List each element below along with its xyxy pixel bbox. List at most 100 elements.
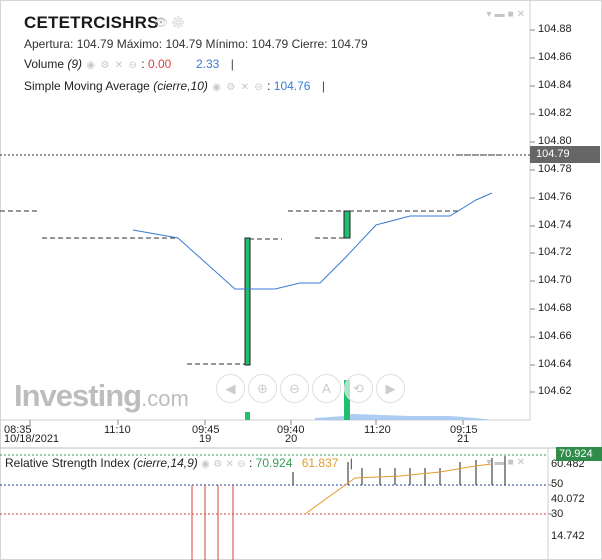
date-axis-label: 20 [285, 433, 298, 445]
volume-area [315, 414, 492, 420]
title-icons[interactable]: 👁 ⚙ [154, 16, 185, 29]
lock-icon[interactable]: ■ [507, 9, 517, 20]
rsi-axis-ticks [548, 484, 553, 515]
minimize-icon[interactable]: ⊖ [254, 82, 263, 93]
eye-icon[interactable]: ◉ [212, 82, 221, 93]
chevron-down-icon[interactable]: ▾ [486, 9, 495, 20]
ohlc-flat-bars [0, 154, 500, 365]
rsi-axis-label: 50 [551, 478, 564, 490]
volume-value-1: 0.00 [147, 57, 172, 71]
eye-icon[interactable]: ◉ [201, 459, 210, 470]
eye-icon[interactable]: ◉ [86, 60, 96, 71]
price-axis-label: 104.88 [538, 23, 572, 35]
sma-value: 104.76 [273, 79, 311, 93]
price-axis-label: 104.86 [538, 51, 572, 63]
rsi-pane-controls[interactable]: ▾▬■✕ [487, 457, 528, 468]
reset-icon[interactable]: ⟲ [344, 374, 373, 403]
rsi-signal-line [304, 463, 493, 515]
rsi-low-bars [191, 485, 234, 560]
close-icon[interactable]: ✕ [114, 60, 124, 71]
separator-cursor: | [321, 79, 325, 93]
price-axis-label: 104.82 [538, 107, 572, 119]
price-axis-label: 104.76 [538, 191, 572, 203]
eye-icon[interactable]: 👁 [154, 17, 168, 29]
lock-icon[interactable]: ■ [507, 457, 517, 468]
time-axis-label: 11:10 [104, 424, 131, 436]
high-label: Máximo: [116, 37, 163, 51]
close-icon[interactable]: ✕ [516, 9, 528, 20]
price-axis-label: 104.72 [538, 246, 572, 258]
rsi-axis-label: 40.072 [551, 493, 585, 505]
gear-icon[interactable]: ⚙ [213, 459, 223, 470]
symbol-title: CETETRCISHRS [24, 13, 159, 32]
gear-icon[interactable]: ⚙ [100, 60, 110, 71]
time-axis-label: 09:40 [277, 424, 305, 436]
rsi-axis-label: 60.482 [551, 458, 585, 470]
investing-logo: Investing.com [14, 378, 189, 413]
gear-icon[interactable]: ⚙ [171, 17, 185, 29]
time-axis-label: 11:20 [364, 424, 391, 436]
date-axis-label: 19 [199, 433, 212, 445]
close-icon[interactable]: ✕ [240, 82, 250, 93]
zoom-out-icon[interactable]: ⊖ [280, 374, 309, 403]
candle-up [244, 237, 251, 366]
rsi-value: 70.924 [255, 456, 293, 470]
zoom-in-icon[interactable]: ⊕ [248, 374, 277, 403]
sma-indicator-row[interactable]: Simple Moving Average (cierre,10) ◉ ⚙ ✕ … [24, 79, 325, 93]
close-icon[interactable]: ✕ [516, 457, 528, 468]
price-axis-label: 104.70 [538, 274, 572, 286]
price-axis-label: 104.62 [538, 385, 572, 397]
time-axis-ticks [29, 420, 464, 425]
gear-icon[interactable]: ⚙ [226, 82, 236, 93]
time-axis-label: 09:15 [450, 424, 478, 436]
auto-scale-icon[interactable]: A [312, 374, 341, 403]
chevron-down-icon[interactable]: ▾ [486, 457, 495, 468]
sma-line [132, 192, 493, 290]
minimize-icon[interactable]: ⊖ [237, 459, 246, 470]
price-axis-label: 104.78 [538, 163, 572, 175]
rsi-current-tag: 70.924 [556, 447, 602, 461]
scroll-right-icon[interactable]: ▶ [376, 374, 405, 403]
volume-value-2: 2.33 [195, 57, 220, 71]
low-label: Mínimo: [205, 37, 249, 51]
current-price-tag: 104.79 [530, 146, 600, 163]
sma-param: (cierre,10) [153, 79, 208, 93]
volume-indicator-row[interactable]: Volume (9) ◉ ⚙ ✕ ⊖ : 0.00 2.33 | [24, 57, 234, 71]
pane-controls[interactable]: ▾▬■✕ [487, 9, 528, 20]
price-axis-label: 104.80 [538, 135, 572, 147]
rsi-signal-value: 61.837 [301, 456, 339, 470]
volume-bar [344, 380, 350, 420]
minimize-icon[interactable]: ▬ [494, 9, 508, 20]
price-axis-label: 104.68 [538, 302, 572, 314]
close-icon[interactable]: ✕ [225, 459, 234, 470]
volume-param: (9) [67, 57, 83, 71]
time-axis-label: 09:45 [192, 424, 220, 436]
minimize-icon[interactable]: ⊖ [128, 60, 137, 71]
low-value: 104.79 [251, 37, 289, 51]
volume-bar [245, 412, 250, 420]
volume-name: Volume [24, 57, 65, 71]
rsi-param: (cierre,14,9) [133, 456, 198, 470]
price-axis-label: 104.74 [538, 219, 572, 231]
open-value: 104.79 [76, 37, 114, 51]
open-label: Apertura: [24, 37, 74, 51]
price-axis-ticks [530, 29, 535, 393]
price-axis-label: 104.84 [538, 79, 572, 91]
rsi-indicator-row[interactable]: Relative Strength Index (cierre,14,9) ◉ … [5, 456, 353, 470]
scroll-left-icon[interactable]: ◀ [216, 374, 245, 403]
close-value: 104.79 [330, 37, 368, 51]
rsi-name: Relative Strength Index [5, 456, 130, 470]
ohlc-readout: Apertura: 104.79 Máximo: 104.79 Mínimo: … [24, 37, 368, 51]
minimize-icon[interactable]: ▬ [494, 457, 508, 468]
rsi-axis-label: 30 [551, 508, 564, 520]
price-axis-label: 104.66 [538, 330, 572, 342]
separator-cursor: | [230, 57, 234, 71]
price-axis-label: 104.64 [538, 358, 572, 370]
candle-up [343, 210, 351, 239]
high-value: 104.79 [165, 37, 203, 51]
separator-cursor: | [349, 456, 353, 470]
chart-toolbar[interactable]: ◀ ⊕ ⊖ A ⟲ ▶ [216, 374, 405, 404]
close-label: Cierre: [291, 37, 328, 51]
date-axis-label: 21 [457, 433, 470, 445]
